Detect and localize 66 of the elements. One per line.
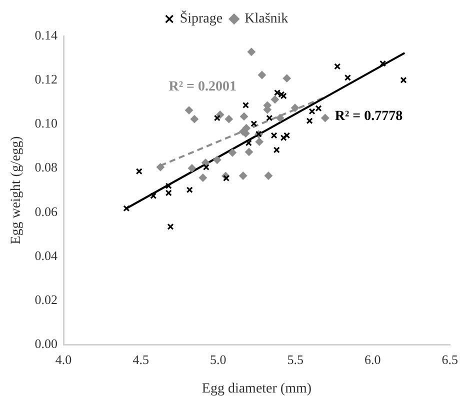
point <box>280 92 287 100</box>
point <box>334 63 341 70</box>
point <box>270 95 279 104</box>
x-tick-label: 4.0 <box>55 352 72 367</box>
point <box>156 163 164 172</box>
point <box>242 102 250 108</box>
point <box>167 223 174 230</box>
point <box>185 106 194 114</box>
point <box>278 91 285 98</box>
point <box>202 164 210 170</box>
annotation: R² = 0.7778 <box>334 108 403 124</box>
point <box>239 172 248 180</box>
y-tick-label: 0.04 <box>34 248 58 263</box>
point <box>264 172 272 180</box>
point <box>284 132 290 139</box>
x-tick-label: 6.0 <box>364 352 381 367</box>
point <box>306 118 313 124</box>
point <box>150 192 157 200</box>
point <box>400 76 407 84</box>
y-tick-label: 0.00 <box>34 336 58 352</box>
point <box>291 104 300 112</box>
point <box>344 74 352 81</box>
point <box>258 71 266 80</box>
y-tick-label: 0.08 <box>34 160 58 175</box>
y-tick-label: 0.06 <box>34 204 58 219</box>
point <box>228 148 236 157</box>
point <box>213 156 222 164</box>
point <box>321 114 330 122</box>
point <box>315 105 322 112</box>
point <box>186 186 193 194</box>
point <box>274 89 281 96</box>
x-tick-label: 5.5 <box>287 352 304 367</box>
y-tick-label: 0.12 <box>34 72 58 87</box>
x-axis-title: Egg diameter (mm) <box>202 381 312 396</box>
point <box>270 132 278 139</box>
y-tick-label: 0.14 <box>34 27 58 42</box>
y-tick-label: 0.10 <box>34 116 58 131</box>
y-tick-label: 0.02 <box>34 292 58 307</box>
annotation: R² = 0.2001 <box>168 80 237 95</box>
x-tick-label: 5.0 <box>210 352 226 367</box>
point <box>308 108 316 115</box>
point <box>282 74 291 82</box>
point <box>245 140 252 146</box>
point <box>136 168 142 175</box>
point <box>255 138 264 146</box>
y-axis-title: Egg weight (g/egg) <box>9 136 24 244</box>
point <box>214 114 220 122</box>
point <box>380 60 386 67</box>
x-tick-label: 6.5 <box>442 352 458 367</box>
legend-label: Klašnik <box>244 12 288 27</box>
point <box>276 114 284 122</box>
legend-label: Šiprage <box>180 10 223 27</box>
point <box>266 114 273 122</box>
point <box>202 158 210 167</box>
point <box>250 120 258 128</box>
point <box>198 174 207 182</box>
point <box>247 48 256 56</box>
point <box>280 134 287 142</box>
point <box>222 174 230 182</box>
x-tick-label: 4.5 <box>132 352 149 367</box>
point <box>188 164 196 172</box>
point <box>190 115 198 124</box>
point <box>240 112 248 120</box>
point <box>224 115 233 124</box>
point <box>273 146 280 154</box>
point <box>244 148 253 156</box>
